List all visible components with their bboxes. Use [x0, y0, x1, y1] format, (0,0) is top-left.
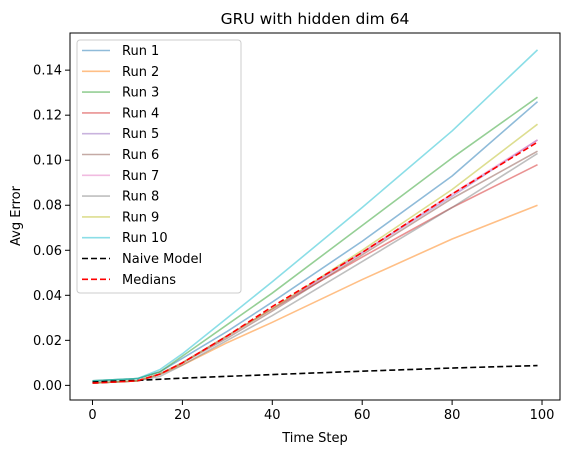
legend-label: Run 7: [122, 169, 159, 184]
series-line-run-10: [92, 49, 539, 382]
legend-label: Run 8: [122, 190, 159, 205]
legend-label: Run 10: [122, 231, 168, 246]
x-tick-label: 60: [354, 408, 371, 423]
y-tick-label: 0.04: [33, 289, 62, 304]
x-axis-title: Time Step: [281, 431, 348, 446]
legend-label: Run 1: [122, 44, 159, 59]
legend-label: Run 3: [122, 86, 159, 101]
y-tick-label: 0.10: [33, 154, 62, 169]
y-tick-label: 0.02: [33, 334, 62, 349]
y-tick-label: 0.14: [33, 64, 62, 79]
x-tick-label: 20: [174, 408, 191, 423]
legend-label: Run 6: [122, 148, 159, 163]
legend: Run 1 Run 2 Run 3 Run 4 Run 5 Run 6 Run 7 Run 8…: [76, 39, 242, 294]
plot-frame: [69, 32, 561, 401]
y-tick-label: 0.00: [33, 379, 62, 394]
legend-label: Medians: [122, 273, 176, 288]
y-tick-label: 0.06: [33, 244, 62, 259]
x-tick-label: 40: [264, 408, 281, 423]
series-layer: [92, 49, 539, 384]
y-axis-title: Avg Error: [9, 185, 24, 246]
x-tick-label: 100: [530, 408, 555, 423]
legend-label: Run 9: [122, 210, 159, 225]
series-line-medians: [92, 141, 538, 384]
legend-label: Run 2: [122, 65, 159, 80]
y-tick-label: 0.08: [33, 199, 62, 214]
chart-title: GRU with hidden dim 64: [221, 10, 410, 28]
x-tick-label: 80: [444, 408, 461, 423]
y-axis: 0.00 0.02 0.04 0.06 0.08 0.10 0.12 0.14: [33, 64, 70, 394]
x-tick-label: 0: [88, 408, 96, 423]
plot-area: 0 20 40 60 80 100 0.00 0.02 0.04 0.06 0.08 0.10 0.1…: [33, 32, 561, 423]
legend-label: Run 5: [122, 127, 159, 142]
legend-label: Run 4: [122, 106, 159, 121]
legend-box: [76, 39, 242, 294]
x-axis: 0 20 40 60 80 100: [88, 400, 554, 423]
legend-label: Naive Model: [122, 252, 202, 267]
y-tick-label: 0.12: [33, 109, 62, 124]
